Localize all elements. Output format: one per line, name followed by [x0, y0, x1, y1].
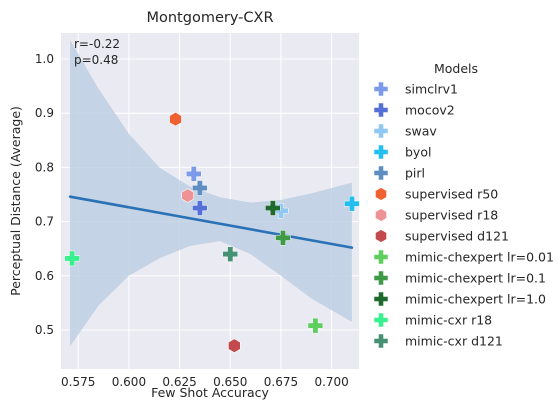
legend-label: mocov2	[405, 103, 455, 118]
point-simclrv1	[186, 166, 202, 182]
x-tick-label: 0.700	[314, 375, 348, 389]
y-tick-labels: 0.5 0.6 0.7 0.8 0.9 1.0	[35, 52, 54, 337]
regression-line	[68, 195, 354, 249]
x-tick-label: 0.575	[61, 375, 95, 389]
legend-marker-supervised-r18	[375, 208, 387, 222]
legend-label: supervised d121	[405, 229, 509, 244]
point-pirl	[192, 180, 208, 196]
legend-label: mimic-cxr d121	[405, 334, 503, 349]
legend-label: mimic-chexpert lr=0.01	[405, 250, 554, 265]
legend-marker-swav	[373, 123, 389, 139]
legend-marker-mimic-cxr-d121	[373, 333, 389, 349]
correlation-p-annotation: p=0.48	[74, 53, 118, 67]
legend-label: swav	[405, 124, 437, 139]
y-tick-label: 0.5	[35, 323, 54, 337]
legend-marker-mimic-cxr-r18	[373, 312, 389, 328]
point-supervised-d121	[228, 338, 241, 353]
legend-label: simclrv1	[405, 82, 458, 97]
legend-marker-mimic-chexpert-lr-1-0	[373, 291, 389, 307]
correlation-r-annotation: r=-0.22	[74, 37, 120, 51]
point-mimic-chexpert-lr-1-0	[265, 200, 281, 216]
point-mimic-chexpert-lr-0-01	[307, 317, 324, 334]
point-mimic-cxr-r18	[64, 250, 80, 267]
legend-marker-supervised-r50	[375, 187, 387, 201]
legend-label: pirl	[405, 166, 425, 181]
legend-marker-supervised-d121	[375, 229, 387, 243]
chart-title: Montgomery-CXR	[146, 10, 273, 26]
legend-marker-mimic-chexpert-lr-0-01	[373, 249, 389, 265]
x-tick-labels: 0.575 0.600 0.625 0.650 0.675 0.700	[61, 375, 349, 389]
y-tick-label: 0.8	[35, 160, 54, 174]
confidence-band	[70, 40, 352, 347]
legend: Models simclrv1 mocov2 swav byol pirl supervi…	[373, 61, 554, 349]
legend-marker-pirl	[373, 165, 389, 181]
legend-label: mimic-chexpert lr=0.1	[405, 271, 546, 286]
x-tick-label: 0.625	[162, 375, 196, 389]
x-tick-label: 0.675	[264, 375, 298, 389]
y-tick-label: 1.0	[35, 52, 54, 66]
y-tick-label: 0.6	[35, 269, 54, 283]
data-points	[64, 111, 360, 353]
point-byol	[344, 195, 360, 212]
x-tick-label: 0.600	[112, 375, 146, 389]
legend-title: Models	[434, 61, 478, 76]
legend-marker-mimic-chexpert-lr-0-1	[373, 270, 389, 286]
legend-label: supervised r18	[405, 208, 498, 223]
confidence-band-area	[70, 40, 352, 347]
point-supervised-r18	[181, 188, 194, 203]
y-tick-label: 0.9	[35, 106, 54, 120]
point-mimic-cxr-d121	[222, 246, 239, 262]
x-axis-label: Few Shot Accuracy	[151, 385, 269, 400]
legend-label: mimic-cxr r18	[405, 313, 492, 328]
point-supervised-r50	[169, 111, 182, 127]
y-axis-label: Perceptual Distance (Average)	[8, 106, 23, 296]
x-tick-label: 0.650	[213, 375, 247, 389]
y-tick-label: 0.7	[35, 215, 54, 229]
point-mimic-chexpert-lr-0-1	[275, 230, 291, 246]
legend-label: supervised r50	[405, 187, 498, 202]
legend-label: mimic-chexpert lr=1.0	[405, 292, 546, 307]
point-mocov2	[192, 200, 208, 216]
legend-marker-byol	[373, 144, 389, 160]
legend-label: byol	[405, 145, 431, 160]
legend-marker-simclrv1	[373, 81, 389, 97]
legend-marker-mocov2	[373, 102, 389, 118]
regression-line-group	[68, 195, 354, 249]
